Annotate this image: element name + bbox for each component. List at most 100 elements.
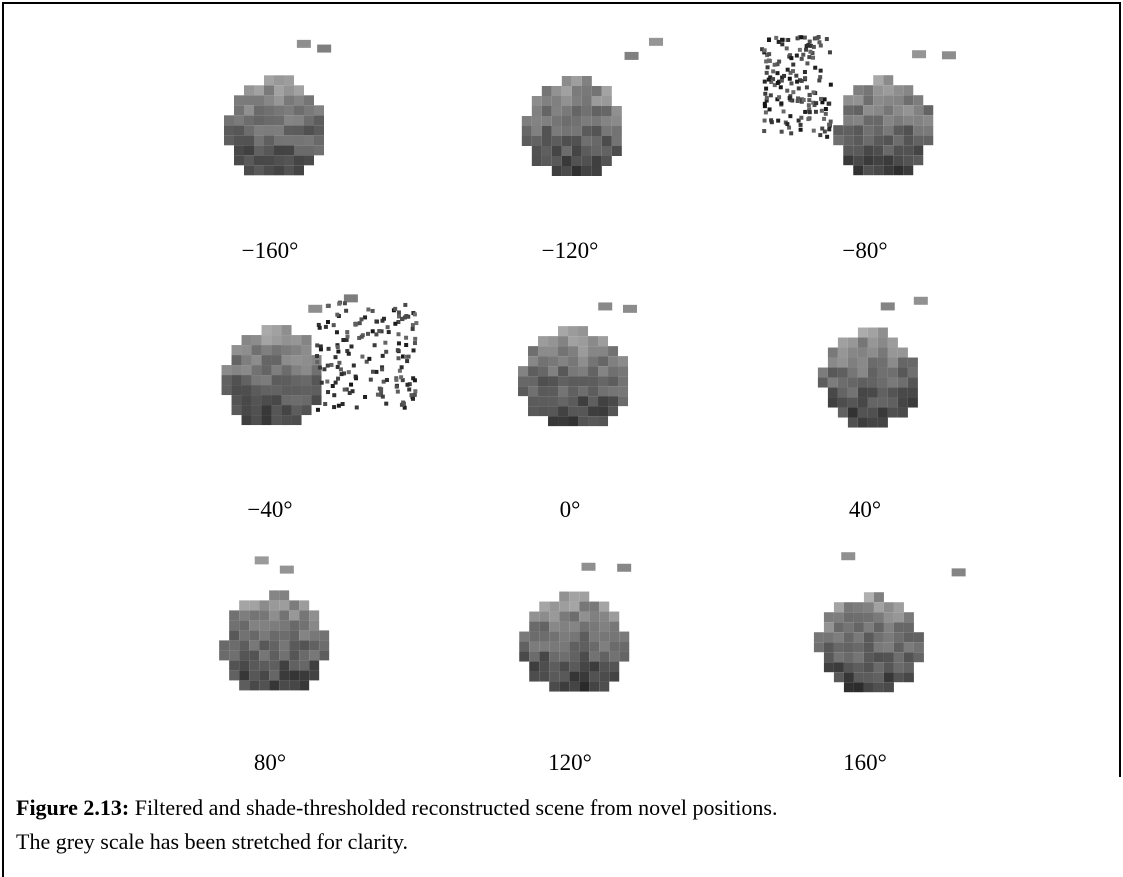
voxel [858, 398, 868, 408]
voxel [893, 125, 903, 135]
voxel [552, 126, 562, 136]
voxel [903, 85, 913, 95]
voxel [319, 640, 329, 650]
voxel [863, 135, 873, 145]
voxel [776, 119, 780, 123]
voxel [799, 123, 803, 127]
voxel [539, 652, 549, 662]
voxel [244, 155, 254, 165]
voxel [549, 642, 559, 652]
voxel [858, 328, 868, 338]
voxel [252, 335, 262, 345]
voxel [763, 92, 767, 96]
voxel [883, 135, 893, 145]
voxel [798, 48, 802, 52]
voxel [863, 95, 873, 105]
voxel [874, 612, 884, 622]
voxel [349, 383, 353, 387]
voxel [562, 136, 572, 146]
voxel [244, 115, 254, 125]
voxel [785, 89, 789, 93]
voxel [838, 388, 848, 398]
voxel [222, 375, 232, 385]
voxel [854, 612, 864, 622]
voxel [592, 86, 602, 96]
voxel [602, 126, 612, 136]
voxel [764, 110, 768, 114]
voxel [569, 662, 579, 672]
voxel [304, 125, 314, 135]
voxel [274, 155, 284, 165]
voxel [569, 622, 579, 632]
voxel [904, 652, 914, 662]
voxel [765, 96, 769, 100]
voxel [282, 325, 292, 335]
voxel [532, 106, 542, 116]
voxel [528, 406, 538, 416]
voxel [864, 612, 874, 622]
voxel [252, 395, 262, 405]
voxel [568, 366, 578, 376]
voxel [762, 129, 766, 133]
voxel [264, 145, 274, 155]
voxel [399, 375, 403, 379]
voxel [858, 388, 868, 398]
voxel [259, 610, 269, 620]
voxel [863, 125, 873, 135]
voxel [588, 366, 598, 376]
voxel [397, 356, 401, 360]
voxel [332, 393, 336, 397]
voxel [274, 115, 284, 125]
voxel [224, 135, 234, 145]
voxel [279, 630, 289, 640]
voxel [413, 378, 417, 382]
voxel [602, 106, 612, 116]
voxel [619, 632, 629, 642]
voxel [249, 630, 259, 640]
voxel [808, 93, 812, 97]
voxel [299, 600, 309, 610]
voxel [518, 386, 528, 396]
voxel [249, 670, 259, 680]
voxel [552, 166, 562, 176]
voxel [568, 386, 578, 396]
voxel [558, 416, 568, 426]
voxel [598, 416, 608, 426]
voxel [539, 672, 549, 682]
voxel [811, 56, 815, 60]
voxel [858, 358, 868, 368]
voxel [274, 105, 284, 115]
panel-label: 120° [548, 750, 592, 775]
voxel [562, 166, 572, 176]
panel-image [818, 297, 928, 428]
voxel [407, 387, 411, 391]
voxel [403, 303, 407, 307]
voxel [588, 406, 598, 416]
voxel [868, 418, 878, 428]
voxel [904, 642, 914, 652]
voxel [838, 408, 848, 418]
voxel [878, 348, 888, 358]
voxel [239, 670, 249, 680]
voxel [538, 396, 548, 406]
voxel [315, 354, 319, 358]
voxel [898, 348, 908, 358]
voxel [558, 406, 568, 416]
voxel [612, 116, 622, 126]
voxel [848, 378, 858, 388]
voxel [344, 309, 348, 313]
voxel [244, 135, 254, 145]
voxel [538, 366, 548, 376]
voxel [823, 97, 827, 101]
voxel [844, 602, 854, 612]
voxel [369, 378, 373, 382]
voxel [559, 652, 569, 662]
voxel [848, 418, 858, 428]
voxel [782, 109, 786, 113]
voxel [318, 326, 322, 330]
voxel [252, 365, 262, 375]
voxel [884, 632, 894, 642]
voxel [341, 338, 345, 342]
voxel [229, 650, 239, 660]
voxel [819, 97, 823, 101]
